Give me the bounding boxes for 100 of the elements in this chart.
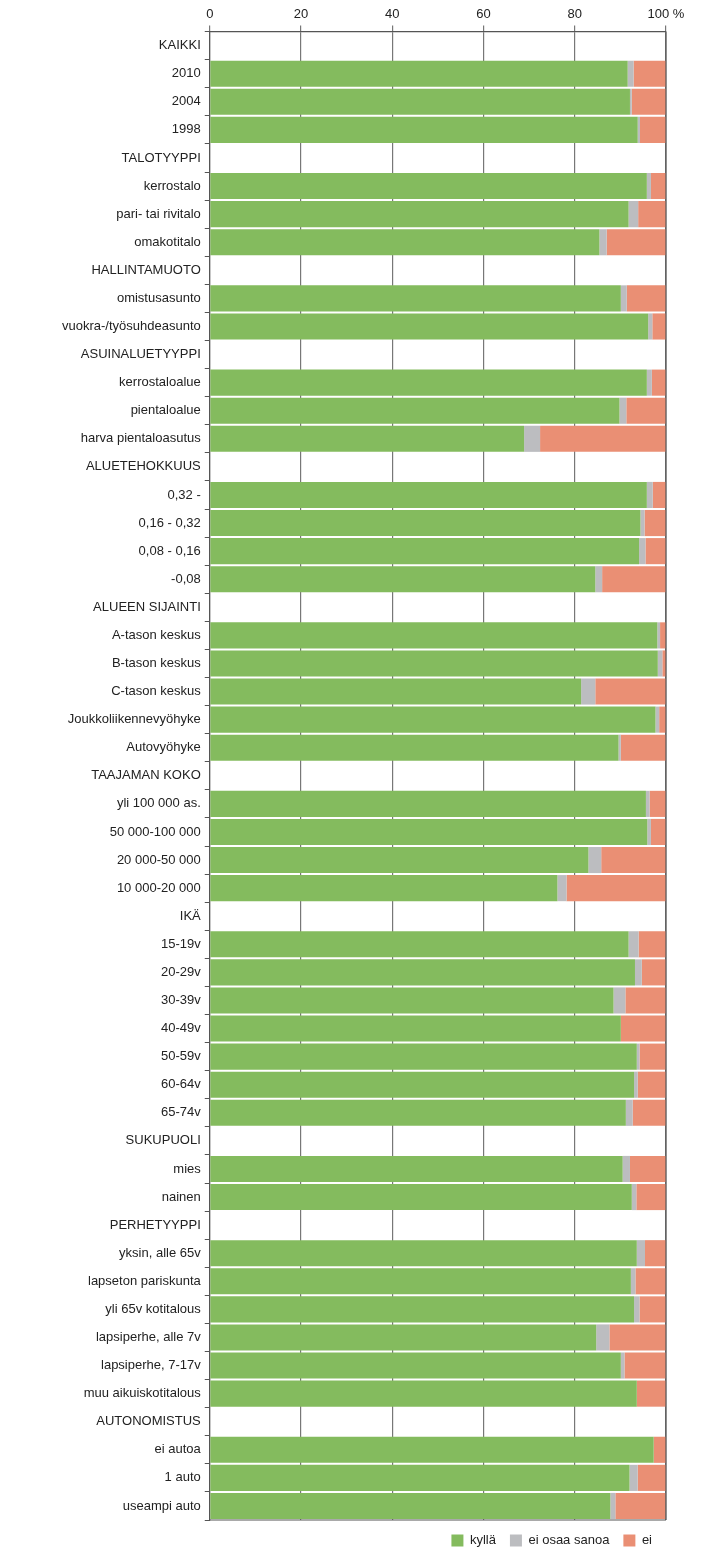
y-tick-label: KAIKKI xyxy=(158,37,201,53)
y-tick-label: mies xyxy=(173,1160,202,1176)
bar xyxy=(635,1268,666,1295)
y-tick-label: 10 000-20 000 xyxy=(116,879,201,895)
y-tick-label: pientaloalue xyxy=(130,402,201,418)
bar xyxy=(210,622,658,649)
bar xyxy=(637,1464,666,1491)
bar xyxy=(210,1268,631,1295)
bar xyxy=(629,1155,666,1183)
y-tick-label: yksin, alle 65v xyxy=(119,1244,202,1260)
bar xyxy=(657,650,663,677)
y-tick-label: 1 auto xyxy=(164,1469,201,1485)
y-tick-label: 30-39v xyxy=(161,992,202,1008)
bar xyxy=(210,1464,630,1491)
y-tick-label: B-tason keskus xyxy=(111,655,202,671)
bar xyxy=(622,1155,630,1183)
bar xyxy=(620,285,627,312)
bar xyxy=(646,173,651,200)
bar xyxy=(606,229,666,256)
bar xyxy=(210,566,596,593)
bar xyxy=(595,566,603,593)
bar xyxy=(210,790,646,817)
bar xyxy=(602,566,666,593)
y-tick-label: yli 100 000 as. xyxy=(116,795,201,811)
bar xyxy=(613,987,626,1014)
bar xyxy=(619,397,627,424)
bar xyxy=(649,790,666,817)
y-tick-label: PERHETYYPPI xyxy=(109,1216,201,1232)
y-tick-label: 20 000-50 000 xyxy=(116,851,201,867)
bar xyxy=(210,509,641,537)
bar xyxy=(637,1071,666,1098)
y-tick-label: 60-64v xyxy=(161,1076,202,1092)
y-tick-label: omakotitalo xyxy=(134,233,201,249)
bar xyxy=(633,60,666,87)
bar xyxy=(210,173,647,200)
y-tick-label: pari- tai rivitalo xyxy=(116,205,201,221)
bar xyxy=(210,1296,635,1323)
bar xyxy=(644,509,666,537)
y-tick-label: 0,32 - xyxy=(167,486,201,502)
bar xyxy=(645,538,666,565)
bar xyxy=(210,1071,635,1098)
bar xyxy=(210,959,635,986)
x-tick-label: 40 xyxy=(385,6,400,22)
y-tick-label: 2010 xyxy=(171,65,201,81)
y-tick-label: kerrostalo xyxy=(143,177,201,193)
y-tick-label: 50-59v xyxy=(161,1048,202,1064)
bar xyxy=(634,1296,640,1323)
legend-label: ei xyxy=(641,1532,653,1548)
bar xyxy=(210,1155,623,1183)
legend-label: ei osaa sanoa xyxy=(528,1532,611,1548)
y-tick-label: TALOTYYPPI xyxy=(121,149,201,165)
bar xyxy=(639,1043,666,1070)
bar xyxy=(540,425,666,452)
bar xyxy=(634,959,642,986)
bar xyxy=(636,1183,666,1211)
bar xyxy=(210,229,600,256)
bar xyxy=(210,875,558,902)
bar xyxy=(652,313,666,340)
y-tick-label: A-tason keskus xyxy=(111,626,202,642)
bar xyxy=(210,1099,626,1126)
bar xyxy=(657,622,661,649)
bar xyxy=(636,1043,640,1070)
y-tick-label: useampi auto xyxy=(122,1497,201,1513)
bar xyxy=(645,1240,666,1267)
y-tick-label: SUKUPUOLI xyxy=(125,1132,201,1148)
bar xyxy=(210,1380,637,1407)
y-tick-label: C-tason keskus xyxy=(111,683,202,699)
y-tick-label: 15-19v xyxy=(161,935,202,951)
bar xyxy=(636,1380,666,1407)
bar xyxy=(629,1464,638,1491)
bar xyxy=(566,875,666,902)
y-tick-label: lapsiperhe, alle 7v xyxy=(95,1329,202,1345)
bar xyxy=(638,201,666,228)
y-tick-label: 2004 xyxy=(171,93,201,109)
bar xyxy=(210,425,525,452)
bar xyxy=(210,481,647,509)
x-tick-label: 60 xyxy=(476,6,491,22)
bar xyxy=(650,173,666,200)
bar xyxy=(210,201,629,228)
y-tick-label: kerrostaloalue xyxy=(119,374,201,390)
y-tick-label: lapsiperhe, 7-17v xyxy=(101,1357,202,1373)
bar xyxy=(639,1296,666,1323)
bar xyxy=(210,313,649,340)
x-tick-label: 0 xyxy=(206,6,214,22)
bar xyxy=(596,1324,610,1351)
bar xyxy=(626,397,666,424)
bar xyxy=(210,1492,611,1520)
x-tick-label: 80 xyxy=(567,6,582,22)
x-tick-label: 20 xyxy=(293,6,309,22)
bar xyxy=(646,481,653,509)
y-tick-label: AUTONOMISTUS xyxy=(96,1413,202,1429)
y-tick-label: Autovyöhyke xyxy=(126,739,201,755)
y-tick-label: ei autoa xyxy=(154,1441,202,1457)
bar xyxy=(631,88,666,115)
bar xyxy=(210,285,621,312)
bar xyxy=(210,1043,637,1070)
bar xyxy=(601,846,666,874)
bar xyxy=(210,397,620,424)
bar xyxy=(557,875,567,902)
y-tick-label: 40-49v xyxy=(161,1020,202,1036)
